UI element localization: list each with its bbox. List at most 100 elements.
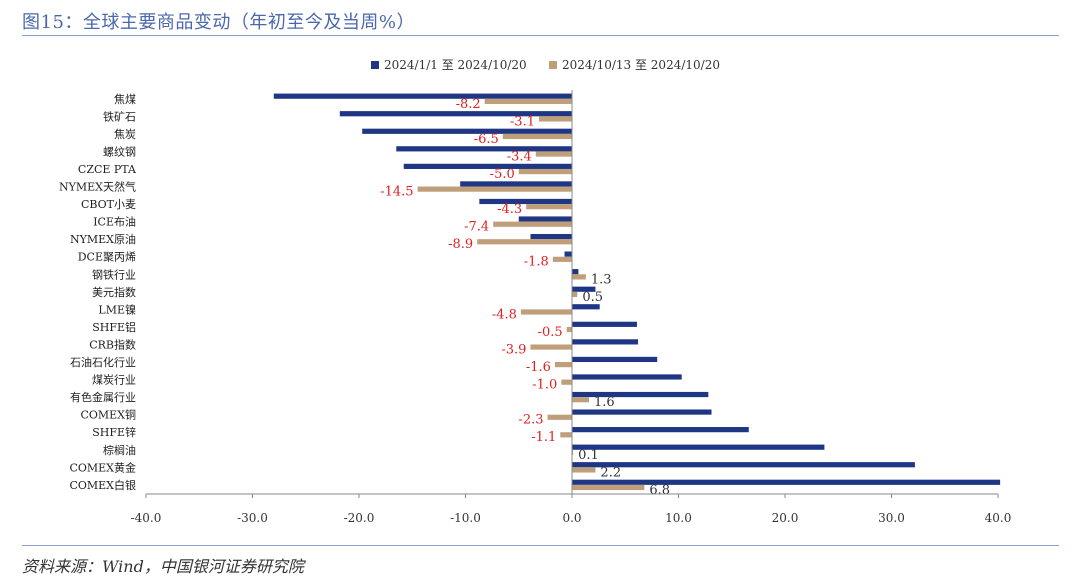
data-label-16: -1.0 bbox=[532, 378, 557, 393]
bar-ytd-15 bbox=[572, 356, 658, 363]
category-label-7: ICE布油 bbox=[93, 215, 136, 229]
data-label-0: -8.2 bbox=[456, 97, 481, 112]
x-tick-label-3: -10.0 bbox=[450, 511, 481, 525]
figure-title: 图15：全球主要商品变动（年初至今及当周%） bbox=[22, 12, 416, 33]
bar-ytd-1 bbox=[339, 111, 572, 117]
x-tick-label-1: -30.0 bbox=[237, 511, 268, 525]
bar-week-8 bbox=[477, 239, 572, 245]
x-axis: -40.0 -30.0 -20.0 -10.0 0.0 10.0 20.0 30.0 40.0 bbox=[131, 90, 1011, 525]
source-note: 资料来源：Wind，中国银河证券研究院 bbox=[22, 557, 304, 576]
data-label-11: 0.5 bbox=[582, 290, 603, 305]
category-label-0: 焦煤 bbox=[114, 93, 136, 106]
category-label-2: 焦炭 bbox=[114, 128, 136, 141]
bottom-rule bbox=[22, 545, 1059, 546]
category-label-16: 煤炭行业 bbox=[92, 374, 136, 387]
legend-label-0: 2024/1/1 至 2024/10/20 bbox=[384, 58, 527, 72]
bar-ytd-11 bbox=[572, 286, 596, 292]
data-label-20: 0.1 bbox=[578, 448, 599, 463]
data-label-2: -6.5 bbox=[474, 132, 499, 147]
category-label-10: 钢铁行业 bbox=[92, 268, 136, 281]
bar-ytd-12 bbox=[572, 304, 600, 310]
bar-week-6 bbox=[526, 204, 572, 210]
bar-week-17 bbox=[572, 397, 590, 403]
bar-week-0 bbox=[484, 98, 572, 104]
legend: 2024/1/1 至 2024/10/20 2024/10/13 至 2024/1… bbox=[371, 58, 720, 72]
data-label-19: -1.1 bbox=[531, 430, 556, 445]
category-label-12: LME镍 bbox=[98, 302, 136, 316]
bar-week-16 bbox=[561, 379, 572, 385]
x-tick-label-7: 30.0 bbox=[878, 511, 905, 525]
bar-ytd-7 bbox=[518, 216, 572, 222]
category-label-17: 有色金属行业 bbox=[70, 390, 136, 404]
ytd-bars bbox=[273, 93, 1001, 485]
bar-ytd-9 bbox=[564, 251, 572, 257]
data-label-22: 6.8 bbox=[649, 483, 670, 498]
data-label-10: 1.3 bbox=[591, 272, 612, 287]
bar-week-20 bbox=[572, 449, 574, 455]
bar-ytd-5 bbox=[460, 181, 572, 187]
x-tick-label-2: -20.0 bbox=[344, 511, 375, 525]
bar-ytd-17 bbox=[572, 391, 709, 398]
bar-week-1 bbox=[538, 116, 572, 122]
bar-ytd-20 bbox=[572, 444, 825, 450]
data-label-12: -4.8 bbox=[492, 307, 517, 322]
bar-ytd-2 bbox=[362, 128, 572, 134]
bar-ytd-16 bbox=[572, 374, 682, 380]
bar-week-11 bbox=[572, 291, 578, 298]
bar-ytd-13 bbox=[572, 321, 637, 327]
category-label-14: CRB指数 bbox=[89, 337, 136, 351]
category-label-11: 美元指数 bbox=[92, 285, 136, 299]
data-label-7: -7.4 bbox=[464, 220, 489, 235]
data-label-18: -2.3 bbox=[518, 413, 543, 428]
x-tick-label-5: 10.0 bbox=[665, 511, 692, 525]
bar-ytd-6 bbox=[479, 198, 572, 205]
bar-week-19 bbox=[560, 432, 572, 438]
data-label-4: -5.0 bbox=[490, 167, 515, 182]
bar-ytd-21 bbox=[572, 462, 915, 468]
bar-ytd-8 bbox=[530, 233, 572, 240]
bar-week-3 bbox=[535, 151, 572, 157]
bar-ytd-4 bbox=[403, 163, 572, 169]
data-label-9: -1.8 bbox=[524, 255, 549, 270]
category-label-8: NYMEX原油 bbox=[70, 232, 136, 246]
bar-ytd-10 bbox=[572, 269, 579, 275]
data-label-21: 2.2 bbox=[600, 465, 621, 480]
bar-week-9 bbox=[552, 256, 572, 262]
category-label-15: 石油石化行业 bbox=[70, 355, 136, 369]
x-tick-label-4: 0.0 bbox=[562, 511, 581, 525]
category-label-9: DCE聚丙烯 bbox=[78, 251, 136, 264]
data-label-5: -14.5 bbox=[380, 185, 413, 200]
bar-ytd-19 bbox=[572, 427, 749, 433]
bar-ytd-3 bbox=[396, 146, 572, 152]
category-label-19: SHFE锌 bbox=[92, 425, 136, 439]
category-label-5: NYMEX天然气 bbox=[59, 180, 136, 194]
category-label-1: 铁矿石 bbox=[103, 110, 136, 123]
legend-label-1: 2024/10/13 至 2024/10/20 bbox=[562, 58, 720, 72]
bar-week-15 bbox=[554, 362, 572, 368]
data-labels: -8.2 -3.1 -6.5 -3.4 -5.0 -14.5 -4.3 -7.4 -8.9 -1.… bbox=[380, 97, 670, 498]
category-label-13: SHFE铝 bbox=[92, 320, 136, 334]
legend-swatch-1 bbox=[549, 61, 557, 69]
category-label-6: CBOT小麦 bbox=[81, 198, 136, 211]
bar-week-2 bbox=[502, 133, 572, 140]
week-bars bbox=[417, 98, 645, 491]
bar-ytd-22 bbox=[572, 479, 1001, 485]
data-label-6: -4.3 bbox=[497, 202, 522, 217]
category-label-3: 螺纹钢 bbox=[103, 144, 136, 158]
data-label-1: -3.1 bbox=[510, 114, 535, 129]
x-tick-label-0: -40.0 bbox=[131, 511, 162, 525]
bar-week-21 bbox=[572, 467, 596, 473]
data-label-15: -1.6 bbox=[526, 360, 551, 375]
bar-week-14 bbox=[530, 344, 572, 350]
bar-chart: 2024/1/1 至 2024/10/20 2024/10/13 至 2024/1… bbox=[59, 58, 1011, 525]
data-label-17: 1.6 bbox=[594, 395, 615, 410]
bar-week-13 bbox=[566, 326, 572, 333]
data-label-8: -8.9 bbox=[448, 237, 473, 252]
x-tick-label-6: 20.0 bbox=[772, 511, 799, 525]
category-label-21: COMEX黄金 bbox=[69, 460, 136, 474]
bar-week-22 bbox=[572, 484, 645, 491]
data-label-13: -0.5 bbox=[538, 325, 563, 340]
legend-swatch-0 bbox=[371, 61, 379, 69]
bar-week-12 bbox=[520, 309, 572, 315]
